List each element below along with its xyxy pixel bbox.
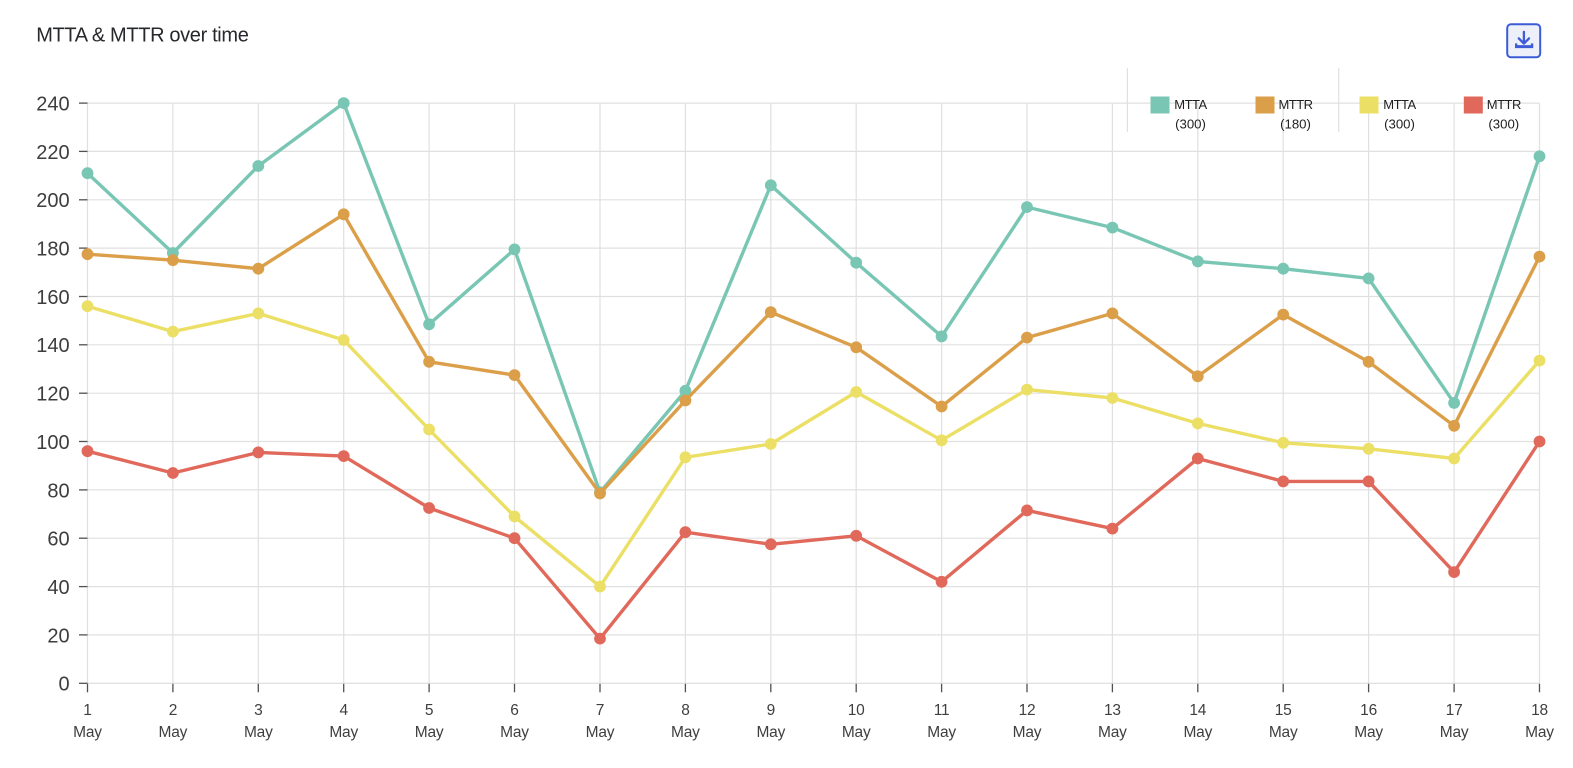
svg-text:May: May xyxy=(756,724,785,741)
svg-text:160: 160 xyxy=(36,287,69,309)
svg-text:May: May xyxy=(1354,724,1383,741)
svg-text:May: May xyxy=(500,724,529,741)
svg-text:15: 15 xyxy=(1275,702,1292,719)
svg-text:May: May xyxy=(415,724,444,741)
svg-text:(300): (300) xyxy=(1384,117,1415,132)
svg-text:220: 220 xyxy=(36,142,69,164)
svg-text:May: May xyxy=(1440,724,1469,741)
svg-text:40: 40 xyxy=(47,577,69,599)
svg-text:(300): (300) xyxy=(1488,117,1519,132)
svg-text:May: May xyxy=(671,724,700,741)
svg-text:May: May xyxy=(159,724,188,741)
svg-text:3: 3 xyxy=(254,702,262,719)
svg-text:5: 5 xyxy=(425,702,433,719)
svg-text:May: May xyxy=(586,724,615,741)
svg-text:May: May xyxy=(1525,724,1554,741)
svg-text:6: 6 xyxy=(510,702,518,719)
svg-text:1: 1 xyxy=(83,702,91,719)
svg-text:12: 12 xyxy=(1019,702,1036,719)
svg-text:May: May xyxy=(1098,724,1127,741)
svg-text:MTTA & MTTR over time: MTTA & MTTR over time xyxy=(36,25,249,47)
svg-text:100: 100 xyxy=(36,432,69,454)
svg-text:180: 180 xyxy=(36,239,69,261)
svg-text:4: 4 xyxy=(339,702,348,719)
svg-text:(300): (300) xyxy=(1175,117,1206,132)
svg-text:20: 20 xyxy=(47,625,69,647)
svg-text:May: May xyxy=(329,724,358,741)
svg-text:60: 60 xyxy=(47,529,69,551)
svg-text:10: 10 xyxy=(848,702,865,719)
svg-text:80: 80 xyxy=(47,480,69,502)
svg-text:9: 9 xyxy=(767,702,775,719)
svg-text:140: 140 xyxy=(36,335,69,357)
svg-text:14: 14 xyxy=(1189,702,1206,719)
svg-text:16: 16 xyxy=(1360,702,1377,719)
svg-text:18: 18 xyxy=(1531,702,1548,719)
svg-text:May: May xyxy=(244,724,273,741)
svg-text:MTTR: MTTR xyxy=(1487,97,1521,112)
svg-text:(180): (180) xyxy=(1280,117,1311,132)
svg-text:May: May xyxy=(927,724,956,741)
svg-text:MTTR: MTTR xyxy=(1278,97,1312,112)
svg-text:11: 11 xyxy=(934,702,950,719)
svg-text:0: 0 xyxy=(58,674,69,696)
svg-text:17: 17 xyxy=(1446,702,1463,719)
svg-text:240: 240 xyxy=(36,94,69,116)
svg-text:200: 200 xyxy=(36,190,69,212)
svg-text:May: May xyxy=(73,724,102,741)
svg-text:13: 13 xyxy=(1104,702,1121,719)
svg-text:May: May xyxy=(1013,724,1042,741)
svg-text:May: May xyxy=(1183,724,1212,741)
svg-text:May: May xyxy=(842,724,871,741)
svg-text:May: May xyxy=(1269,724,1298,741)
svg-text:MTTA: MTTA xyxy=(1383,97,1416,112)
svg-text:7: 7 xyxy=(596,702,604,719)
svg-text:2: 2 xyxy=(169,702,177,719)
svg-text:8: 8 xyxy=(681,702,689,719)
svg-text:120: 120 xyxy=(36,384,69,406)
svg-text:MTTA: MTTA xyxy=(1174,97,1207,112)
